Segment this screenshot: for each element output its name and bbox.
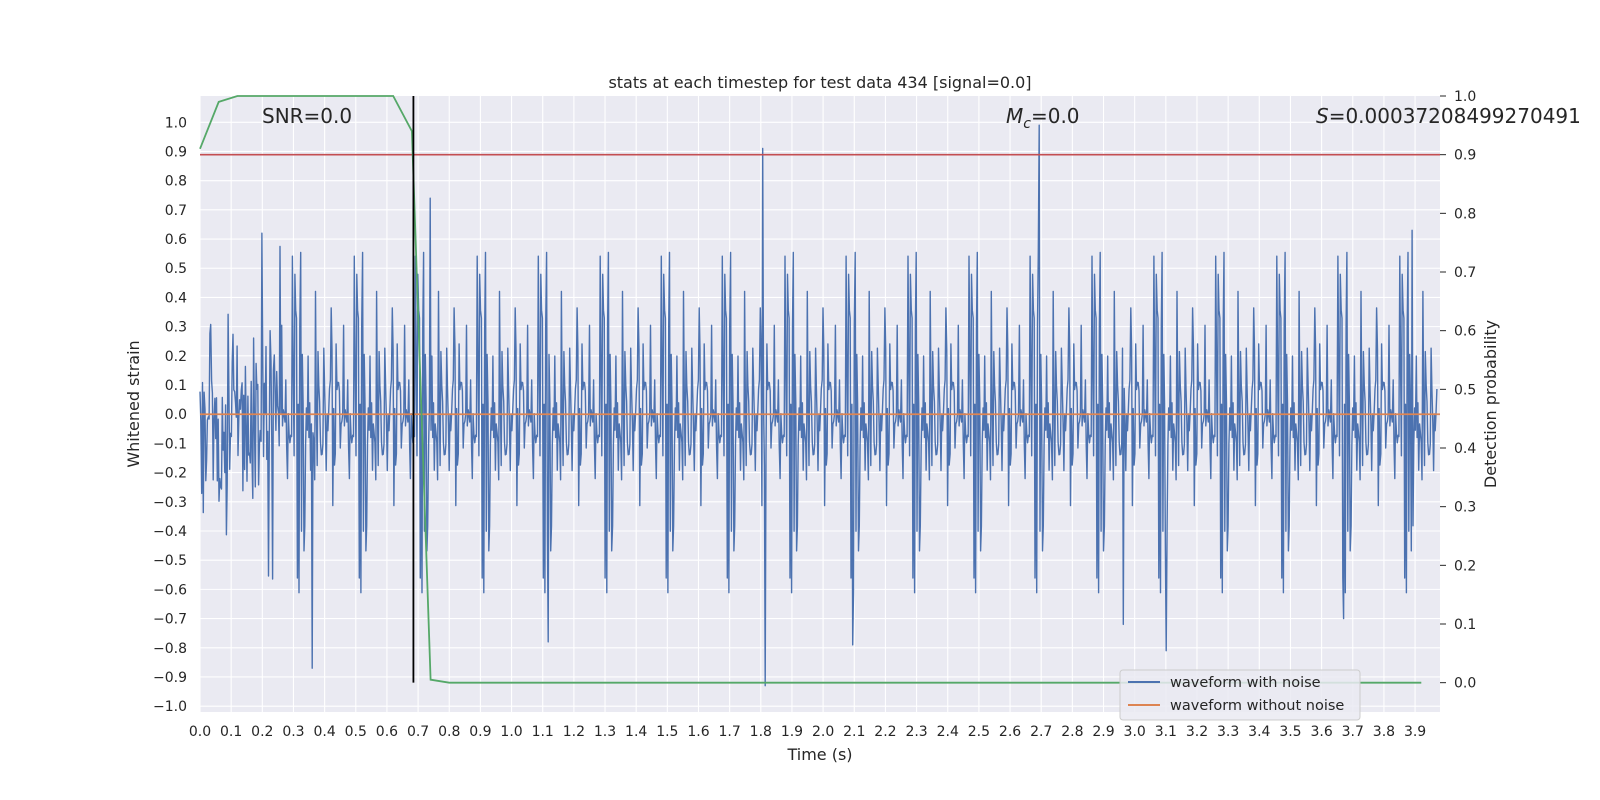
y2-tick-label: 0.6	[1454, 324, 1476, 340]
mc-annotation: Mc=0.0	[1006, 104, 1080, 132]
y-tick-label: 0.5	[165, 261, 187, 277]
y2-tick-label: 0.9	[1454, 148, 1476, 164]
y-axis-label: Whitened strain	[124, 340, 143, 467]
x-tick-label: 2.5	[968, 724, 990, 740]
x-tick-label: 3.0	[1124, 724, 1146, 740]
y-tick-label: −0.3	[153, 495, 187, 511]
y-tick-label: −0.4	[153, 524, 187, 540]
y2-tick-label: 0.7	[1454, 265, 1476, 281]
x-tick-label: 3.3	[1217, 724, 1239, 740]
legend-box	[1119, 669, 1361, 721]
y2-tick-labels: 1.0 0.9 0.8 0.7 0.6 0.5 0.4 0.3 0.2 0.1 0.0	[1440, 89, 1476, 692]
x-tick-label: 0.7	[407, 724, 429, 740]
y2-tick-label: 0.8	[1454, 206, 1476, 222]
noise-waveform-line	[199, 124, 1438, 687]
x-tick-label: 2.2	[874, 724, 896, 740]
x-tick-label: 0.5	[345, 724, 367, 740]
y-tick-label: 0.4	[165, 290, 187, 306]
x-tick-label: 2.0	[812, 724, 834, 740]
legend: waveform with noise waveform without noi…	[1119, 669, 1361, 721]
x-tick-label: 3.5	[1279, 724, 1301, 740]
y-tick-label: 0.2	[165, 349, 187, 365]
x-tick-labels: 0.0 0.1 0.2 0.3 0.4 0.5 0.6 0.7 0.8 0.9 1.0 1.1 1.2 1…	[189, 724, 1426, 740]
y2-axis-label: Detection probability	[1481, 320, 1500, 488]
y-tick-label: 0.9	[165, 144, 187, 160]
y-tick-label: −0.1	[153, 436, 187, 452]
x-tick-label: 3.7	[1342, 724, 1364, 740]
x-tick-label: 1.7	[719, 724, 741, 740]
y-tick-labels: 1.0 0.9 0.8 0.7 0.6 0.5 0.4 0.3 0.2 0.1 0.0 −0.1 −0.…	[153, 115, 187, 715]
y-tick-label: −1.0	[153, 699, 187, 715]
y-tick-label: −0.8	[153, 641, 187, 657]
x-tick-label: 1.4	[625, 724, 647, 740]
x-tick-label: 2.8	[1061, 724, 1083, 740]
y-tick-label: −0.2	[153, 466, 187, 482]
x-tick-label: 0.8	[438, 724, 460, 740]
x-axis-label: Time (s)	[786, 745, 852, 764]
x-tick-label: 3.4	[1248, 724, 1270, 740]
x-tick-label: 1.6	[687, 724, 709, 740]
s-symbol: S	[1316, 104, 1329, 128]
x-tick-label: 3.2	[1186, 724, 1208, 740]
y-tick-label: −0.6	[153, 582, 187, 598]
x-tick-label: 1.8	[750, 724, 772, 740]
mc-value: =0.0	[1031, 104, 1080, 128]
x-tick-label: 1.5	[656, 724, 678, 740]
y2-tick-label: 0.1	[1454, 617, 1476, 633]
x-tick-label: 3.1	[1155, 724, 1177, 740]
y-tick-label: −0.9	[153, 670, 187, 686]
mc-subscript: c	[1023, 116, 1031, 132]
x-tick-label: 0.2	[251, 724, 273, 740]
y2-tick-label: 0.0	[1454, 676, 1476, 692]
y2-tick-label: 0.3	[1454, 500, 1476, 516]
y2-tick-label: 1.0	[1454, 89, 1476, 105]
y-tick-label: 0.0	[165, 407, 187, 423]
x-tick-label: 0.6	[376, 724, 398, 740]
x-tick-label: 0.4	[313, 724, 335, 740]
x-tick-label: 2.6	[999, 724, 1021, 740]
x-tick-label: 1.3	[594, 724, 616, 740]
x-tick-label: 0.9	[469, 724, 491, 740]
s-annotation: S=0.00037208499270491	[1316, 104, 1581, 128]
snr-annotation: SNR=0.0	[262, 104, 352, 128]
mc-symbol: M	[1006, 104, 1023, 128]
y-tick-label: 0.7	[165, 203, 187, 219]
y-tick-label: 0.1	[165, 378, 187, 394]
x-tick-label: 3.8	[1373, 724, 1395, 740]
y-tick-label: 1.0	[165, 115, 187, 131]
x-tick-label: 0.3	[282, 724, 304, 740]
grid	[199, 96, 1440, 712]
x-tick-label: 0.0	[189, 724, 211, 740]
legend-label-clean: waveform without noise	[1170, 698, 1344, 714]
y-tick-label: 0.8	[165, 174, 187, 190]
y-tick-label: −0.5	[153, 553, 187, 569]
x-tick-label: 1.2	[563, 724, 585, 740]
y2-tick-label: 0.4	[1454, 441, 1476, 457]
s-value: =0.00037208499270491	[1329, 104, 1581, 128]
series-waveform-with-noise	[199, 124, 1438, 687]
legend-label-noise: waveform with noise	[1170, 675, 1321, 691]
x-tick-label: 2.9	[1092, 724, 1114, 740]
x-tick-label: 3.6	[1310, 724, 1332, 740]
x-tick-label: 0.1	[220, 724, 242, 740]
y-tick-label: −0.7	[153, 612, 187, 628]
x-tick-label: 2.7	[1030, 724, 1052, 740]
x-tick-label: 2.4	[937, 724, 959, 740]
x-tick-label: 1.0	[500, 724, 522, 740]
chart-title: stats at each timestep for test data 434…	[608, 73, 1031, 92]
y-tick-label: 0.6	[165, 232, 187, 248]
y2-tick-label: 0.5	[1454, 382, 1476, 398]
y-tick-label: 0.3	[165, 320, 187, 336]
probability-line	[199, 95, 1422, 684]
x-tick-label: 1.1	[532, 724, 554, 740]
y2-tick-label: 0.2	[1454, 558, 1476, 574]
x-tick-label: 1.9	[781, 724, 803, 740]
x-tick-label: 2.1	[843, 724, 865, 740]
x-tick-label: 3.9	[1404, 724, 1426, 740]
x-tick-label: 2.3	[905, 724, 927, 740]
